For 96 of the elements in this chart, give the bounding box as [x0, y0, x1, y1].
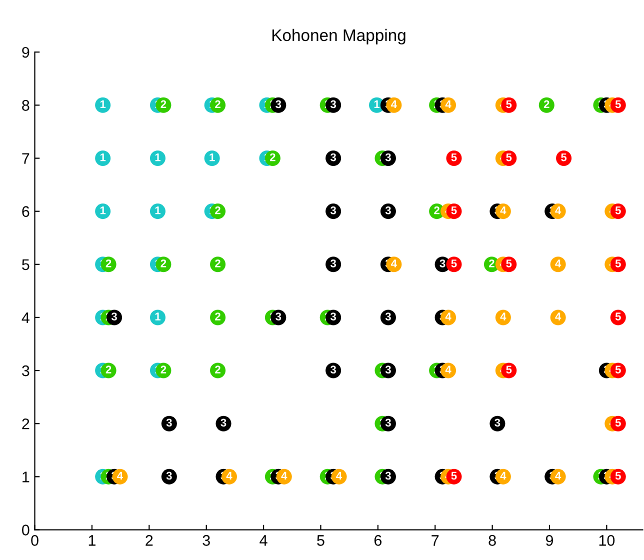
- text: 3: [330, 259, 336, 268]
- text: 4: [555, 260, 562, 268]
- series-label: 4: [555, 206, 562, 214]
- x-tick-label: 10: [599, 535, 615, 546]
- text: 1: [374, 100, 380, 108]
- text: 4: [445, 312, 452, 320]
- x-tick-label: 3: [202, 535, 210, 546]
- text: 3: [166, 472, 172, 480]
- text: 5: [506, 153, 512, 162]
- text: 5: [506, 366, 512, 374]
- text: 1: [155, 153, 161, 162]
- text: 5: [615, 472, 621, 480]
- x-tick-label: 6: [374, 535, 382, 546]
- x-tick-label: 0: [31, 535, 38, 546]
- text: 5: [506, 260, 512, 268]
- text: 3: [330, 312, 336, 320]
- text: 5: [615, 418, 621, 427]
- text: 4: [555, 472, 562, 480]
- text: 3: [385, 366, 391, 374]
- text: 4: [226, 472, 232, 480]
- text: 1: [210, 153, 215, 162]
- text: 1: [100, 153, 106, 162]
- y-tick-label: 3: [22, 365, 30, 376]
- text: 3: [385, 153, 391, 162]
- y-tick-label: 0: [22, 524, 30, 536]
- x-tick-label: 5: [317, 535, 324, 546]
- text: 4: [391, 100, 397, 108]
- text: 2: [160, 259, 166, 268]
- text: 2: [160, 366, 166, 374]
- y-tick-label: 4: [22, 312, 30, 323]
- text: 2: [215, 259, 220, 268]
- text: 3: [385, 472, 391, 480]
- text: 4: [500, 472, 506, 480]
- text: 5: [561, 153, 567, 162]
- text: 3: [494, 418, 500, 427]
- text: 4: [555, 312, 562, 320]
- text: 3: [330, 100, 336, 108]
- text: 3: [385, 418, 391, 427]
- y-tick-label: 9: [22, 46, 30, 58]
- text: 3: [111, 312, 117, 320]
- text: 4: [500, 312, 506, 320]
- text: 4: [391, 260, 397, 268]
- x-tick-label: 2: [146, 535, 153, 546]
- text: 4: [500, 206, 506, 214]
- text: 3: [330, 153, 336, 162]
- text: 1: [155, 206, 161, 214]
- text: 2: [489, 259, 494, 268]
- text: 3: [276, 312, 282, 320]
- x-tick-label: 1: [88, 535, 96, 546]
- text: 5: [451, 472, 457, 480]
- x-tick-label: 9: [546, 535, 554, 546]
- text: 4: [117, 472, 124, 480]
- text: 3: [385, 312, 391, 320]
- text: 5: [506, 100, 512, 108]
- text: 5: [615, 206, 621, 214]
- text: 2: [106, 259, 112, 268]
- y-tick-label: 2: [22, 418, 30, 430]
- text: 2: [215, 100, 220, 108]
- text: 2: [215, 366, 220, 374]
- text: 5: [615, 100, 621, 108]
- text: 5: [451, 153, 457, 162]
- y-tick-label: 6: [22, 206, 30, 217]
- text: 3: [166, 418, 172, 427]
- chart-title: Kohonen Mapping: [272, 28, 406, 44]
- text: 3: [330, 366, 336, 374]
- text: 1: [155, 312, 161, 320]
- text: 2: [270, 153, 276, 162]
- text: 2: [544, 100, 550, 108]
- x-tick-label: 4: [260, 535, 268, 546]
- text: 4: [281, 472, 288, 480]
- text: 2: [106, 366, 112, 374]
- text: 2: [215, 312, 220, 320]
- text: 5: [451, 206, 457, 214]
- x-tick-label: 8: [488, 535, 496, 546]
- text: 3: [440, 259, 446, 268]
- text: 3: [385, 206, 391, 214]
- y-tick-label: 1: [22, 472, 30, 482]
- y-tick-label: 8: [22, 100, 30, 111]
- y-tick-label: 7: [22, 153, 30, 164]
- text: 4: [445, 100, 452, 108]
- text: 4: [445, 366, 452, 374]
- text: 2: [160, 100, 166, 108]
- series-label: 2: [215, 206, 220, 214]
- text: 1: [100, 100, 106, 108]
- series-label: 1: [100, 206, 106, 214]
- series-label: 3: [330, 206, 336, 214]
- text: 5: [451, 260, 457, 268]
- y-tick-label: 5: [22, 259, 30, 270]
- x-tick-label: 7: [432, 535, 439, 546]
- text: 5: [615, 366, 621, 374]
- series-label: 5: [615, 260, 621, 268]
- text: 3: [276, 100, 282, 108]
- text: 3: [220, 418, 226, 427]
- text: 5: [615, 312, 621, 320]
- text: 2: [434, 206, 440, 214]
- text: 4: [336, 472, 342, 480]
